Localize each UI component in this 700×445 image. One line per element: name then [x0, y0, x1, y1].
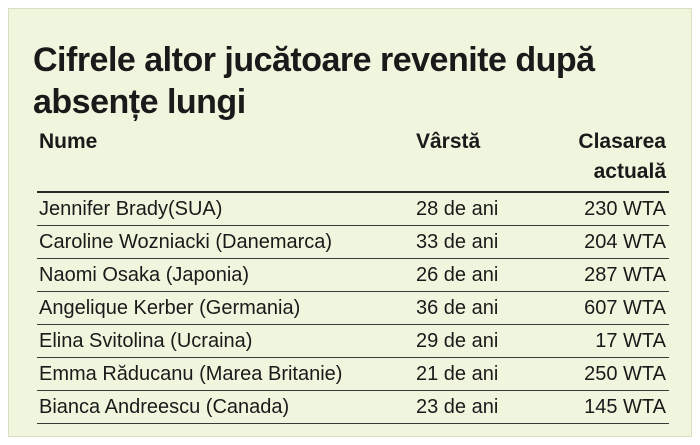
- column-header-rank: Clasarea actuală: [529, 127, 666, 187]
- table-row: Bianca Andreescu (Canada) 23 de ani 145 …: [37, 391, 669, 424]
- table-row: Angelique Kerber (Germania) 36 de ani 60…: [37, 292, 669, 325]
- column-header-rank-line1: Clasarea: [578, 130, 666, 153]
- player-age: 23 de ani: [416, 396, 499, 418]
- player-rank: 17 WTA: [595, 330, 666, 352]
- players-table: Jennifer Brady(SUA) 28 de ani 230 WTA Ca…: [37, 191, 669, 424]
- player-name: Emma Răducanu (Marea Britanie): [39, 363, 343, 385]
- table-row: Elina Svitolina (Ucraina) 29 de ani 17 W…: [37, 325, 669, 358]
- player-age: 26 de ani: [416, 264, 499, 286]
- infographic-panel: Cifrele altor jucătoare revenite după ab…: [8, 8, 692, 437]
- player-name: Bianca Andreescu (Canada): [39, 396, 290, 418]
- table-row: Naomi Osaka (Japonia) 26 de ani 287 WTA: [37, 259, 669, 292]
- column-header-name: Nume: [39, 130, 98, 153]
- player-rank: 145 WTA: [584, 396, 666, 418]
- player-age: 29 de ani: [416, 330, 499, 352]
- column-header-rank-line2: actuală: [593, 160, 666, 183]
- player-age: 28 de ani: [416, 198, 499, 220]
- infographic-title: Cifrele altor jucătoare revenite după ab…: [33, 41, 595, 121]
- player-name: Caroline Wozniacki (Danemarca): [39, 231, 333, 253]
- table-row: Emma Răducanu (Marea Britanie) 21 de ani…: [37, 358, 669, 391]
- column-header-age: Vârstă: [416, 130, 481, 153]
- player-name: Naomi Osaka (Japonia): [39, 264, 250, 286]
- player-rank: 607 WTA: [584, 297, 666, 319]
- player-rank: 204 WTA: [584, 231, 666, 253]
- player-rank: 230 WTA: [584, 198, 666, 220]
- table-row: Caroline Wozniacki (Danemarca) 33 de ani…: [37, 226, 669, 259]
- player-age: 36 de ani: [416, 297, 499, 319]
- player-rank: 287 WTA: [584, 264, 666, 286]
- table-row: Jennifer Brady(SUA) 28 de ani 230 WTA: [37, 193, 669, 226]
- player-age: 21 de ani: [416, 363, 499, 385]
- player-rank: 250 WTA: [584, 363, 666, 385]
- player-age: 33 de ani: [416, 231, 499, 253]
- player-name: Elina Svitolina (Ucraina): [39, 330, 253, 352]
- player-name: Angelique Kerber (Germania): [39, 297, 301, 319]
- player-name: Jennifer Brady(SUA): [39, 198, 223, 220]
